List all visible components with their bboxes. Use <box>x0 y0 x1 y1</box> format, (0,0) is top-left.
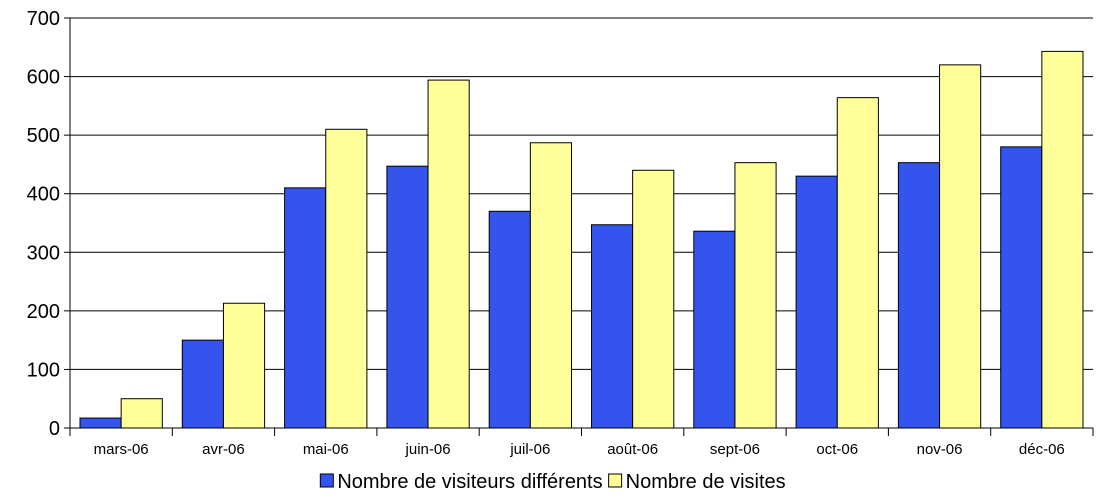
legend-swatch <box>608 473 623 488</box>
y-tick-label: 0 <box>49 418 60 440</box>
bar-visiteurs-0 <box>79 417 122 429</box>
x-tick-label: mai-06 <box>303 441 349 458</box>
y-tick-label: 300 <box>27 242 60 264</box>
bar-visiteurs-5 <box>591 224 634 429</box>
x-tick-label: oct-06 <box>816 441 858 458</box>
y-tick-label: 700 <box>27 8 60 30</box>
bar-visiteurs-4 <box>488 210 531 429</box>
y-tick-label: 100 <box>27 359 60 381</box>
axes <box>64 17 1094 436</box>
bar-visites-4 <box>529 142 572 429</box>
y-tick-label: 500 <box>27 125 60 147</box>
bar-visiteurs-6 <box>693 230 736 429</box>
x-tick-label: juil-06 <box>509 441 550 458</box>
bar-visites-2 <box>325 128 368 429</box>
x-axis-tick-labels: mars-06 avr-06 mai-06 juin-06 juil-06 août-06… <box>94 441 1065 458</box>
y-tick-label: 400 <box>27 184 60 206</box>
bar-visites-8 <box>939 64 982 429</box>
legend-label: Nombre de visites <box>626 471 786 493</box>
y-tick-label: 200 <box>27 301 60 323</box>
bar-visites-7 <box>836 97 879 429</box>
bar-visiteurs-2 <box>284 187 327 429</box>
legend-swatch <box>319 473 334 488</box>
bar-visiteurs-8 <box>897 162 941 429</box>
bar-visiteurs-7 <box>795 175 838 429</box>
legend-item-visiteurs: Nombre de visiteurs différents <box>319 471 603 493</box>
x-tick-label: nov-06 <box>917 441 963 458</box>
bar-visiteurs-1 <box>181 339 224 429</box>
x-tick-label: août-06 <box>607 441 658 458</box>
legend: Nombre de visiteurs différents Nombre de … <box>319 471 786 493</box>
y-tick-label: 600 <box>27 67 60 89</box>
bar-visites-6 <box>734 162 777 429</box>
x-tick-label: sept-06 <box>710 441 760 458</box>
bar-visites-1 <box>222 302 266 429</box>
bar-visiteurs-3 <box>386 165 429 429</box>
bar-visites-3 <box>427 79 470 429</box>
x-tick-label: avr-06 <box>202 441 245 458</box>
legend-item-visites: Nombre de visites <box>608 471 786 493</box>
legend-label: Nombre de visiteurs différents <box>337 471 602 493</box>
bars <box>79 50 1084 429</box>
x-tick-label: juin-06 <box>405 441 451 458</box>
x-tick-label: déc-06 <box>1019 441 1065 458</box>
bar-visites-9 <box>1041 50 1084 429</box>
x-tick-label: mars-06 <box>94 441 149 458</box>
bar-visites-0 <box>120 398 163 429</box>
bar-visiteurs-9 <box>1000 146 1043 429</box>
bar-visites-5 <box>632 169 675 429</box>
y-axis-tick-labels: 0 100 200 300 400 500 600 700 <box>27 8 60 440</box>
